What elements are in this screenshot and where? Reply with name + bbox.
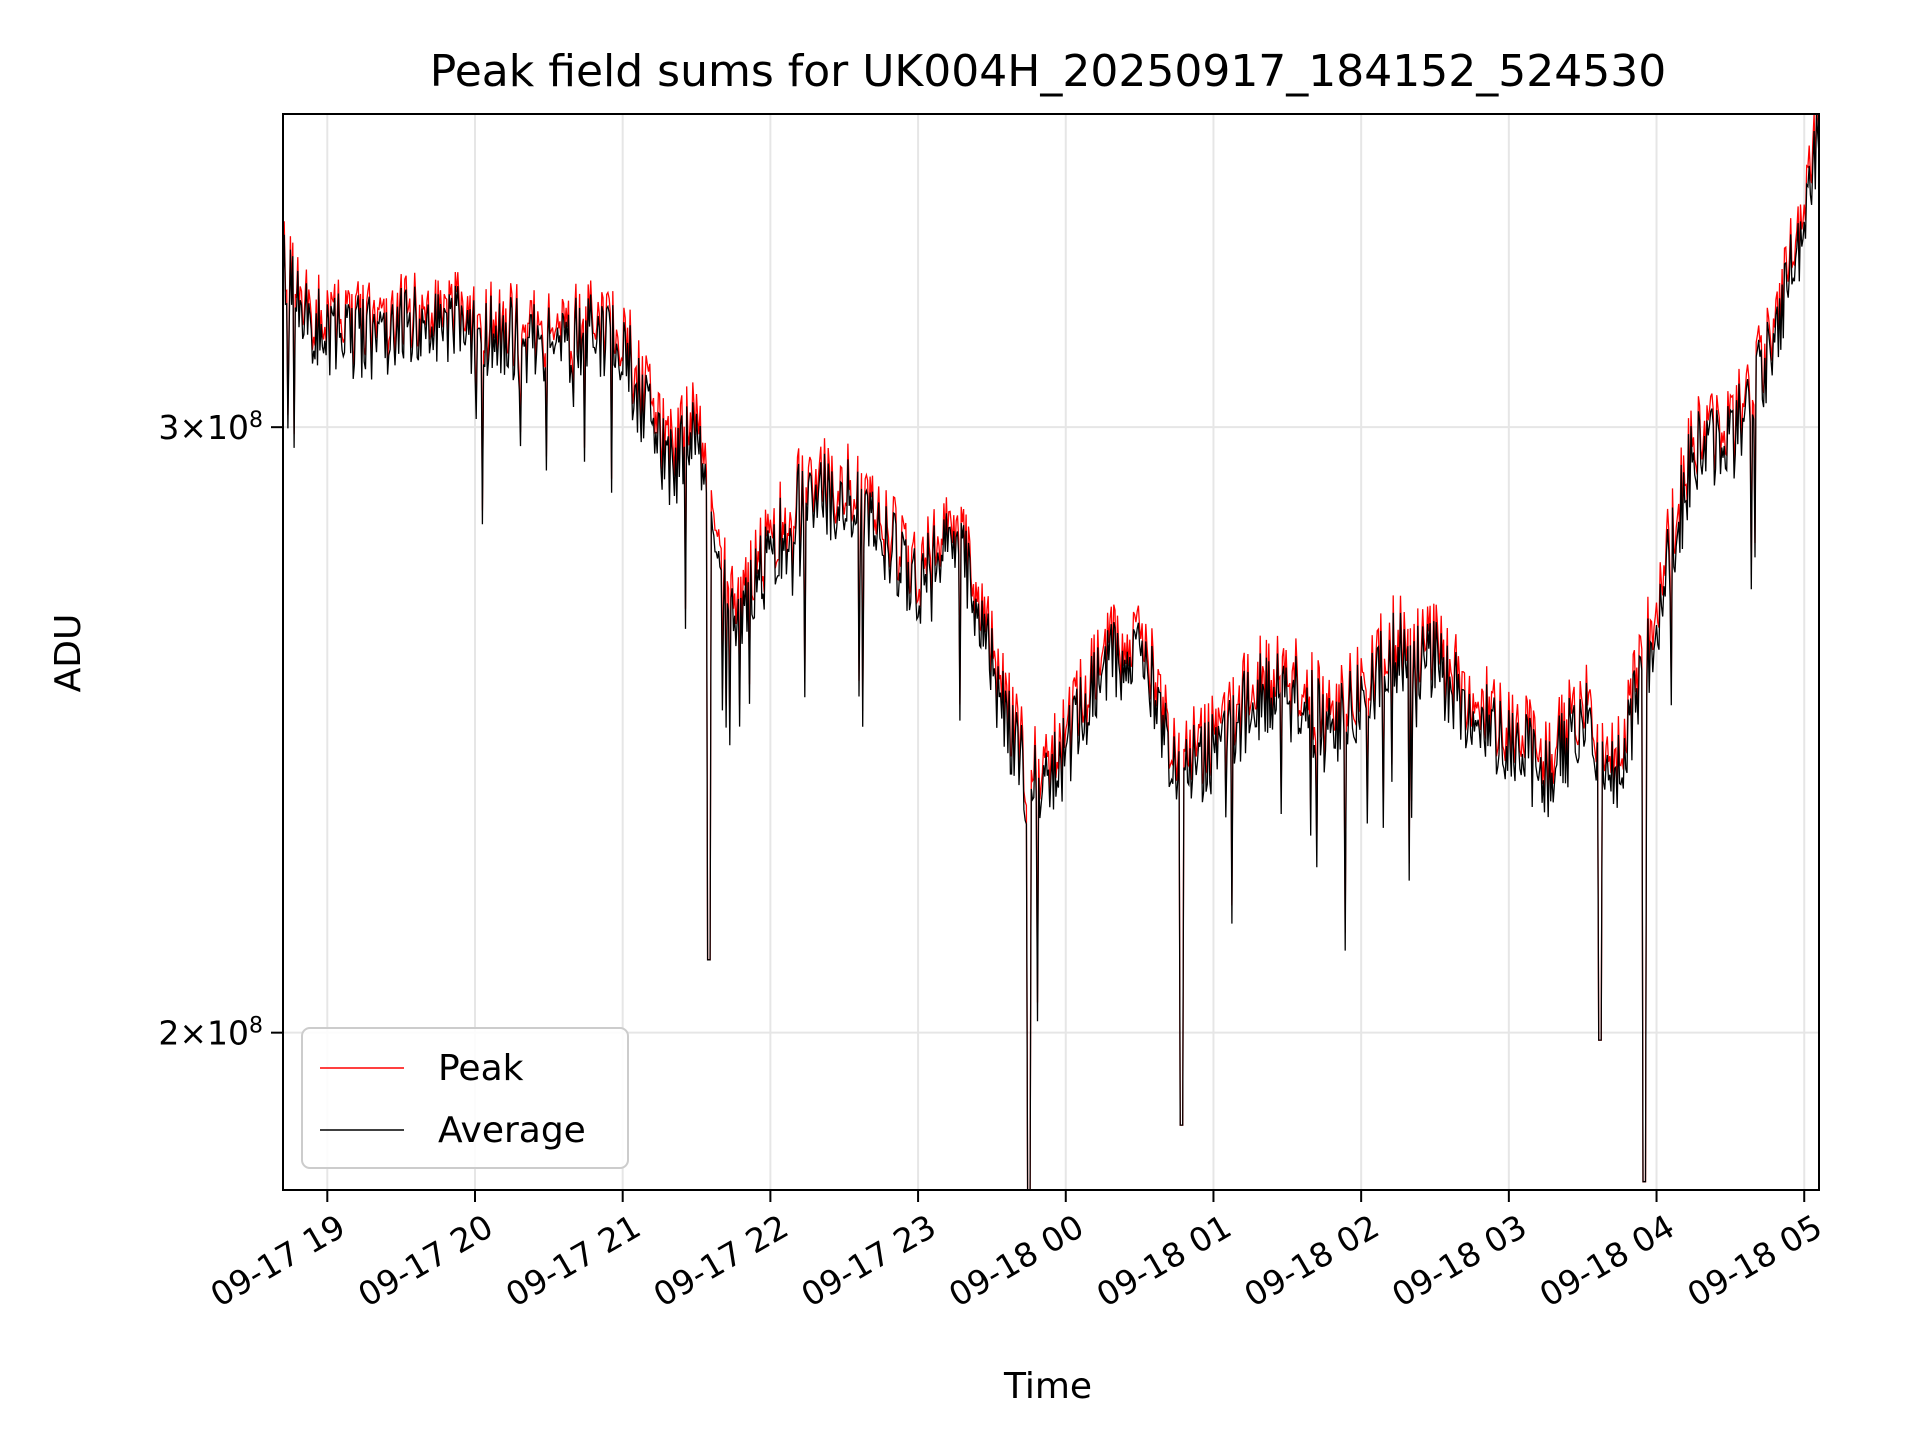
y-tick-label: 2×108 [158, 1013, 263, 1053]
legend-box [301, 1027, 629, 1169]
legend-peak-label: Peak [438, 1048, 524, 1089]
x-axis-label: Time [1003, 1366, 1092, 1407]
grid [283, 114, 1819, 1190]
y-axis-label: ADU [48, 614, 89, 693]
y-tick-label: 3×108 [158, 408, 263, 448]
series-layer [282, 113, 1820, 1191]
chart-title: Peak field sums for UK004H_20250917_1841… [430, 46, 1666, 97]
legend-average-label: Average [438, 1110, 586, 1151]
series-average-line [282, 113, 1820, 1191]
legend: Peak Average [301, 1027, 629, 1169]
y-axis: 2×108 3×108 [158, 408, 283, 1053]
plot-frame [282, 113, 1820, 1191]
